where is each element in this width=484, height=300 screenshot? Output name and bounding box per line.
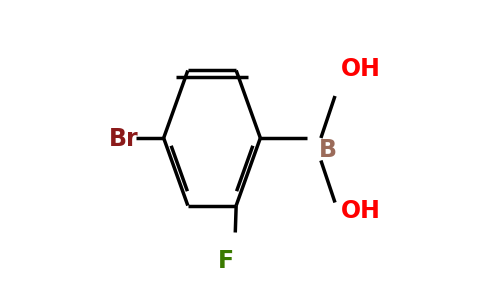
Text: OH: OH bbox=[341, 57, 380, 81]
Text: B: B bbox=[318, 138, 336, 162]
Text: F: F bbox=[217, 249, 234, 273]
Text: OH: OH bbox=[341, 200, 380, 224]
Text: Br: Br bbox=[108, 128, 138, 152]
